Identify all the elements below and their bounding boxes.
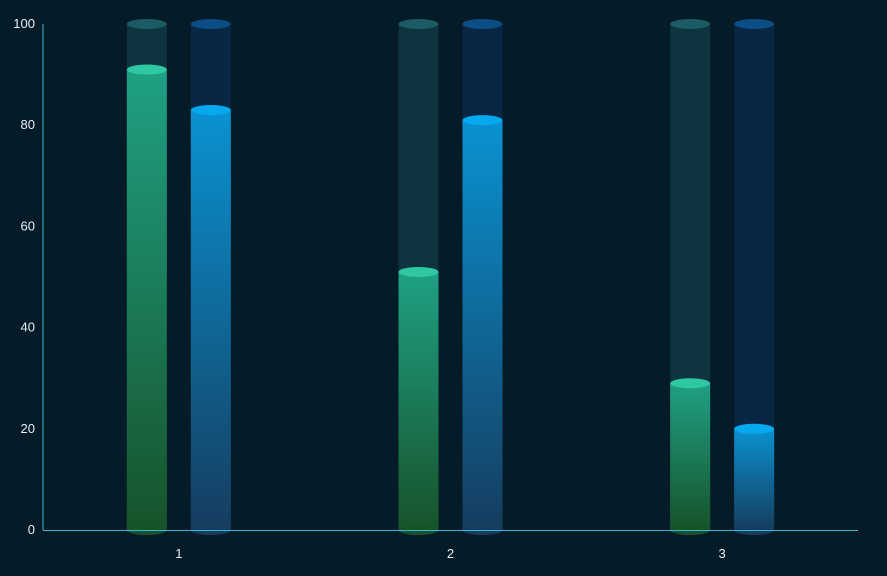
x-tick-label-2: 2	[447, 546, 454, 561]
bar-1-1[interactable]	[126, 69, 167, 530]
bar-cap-1-1	[126, 64, 167, 75]
axis-layer	[42, 24, 858, 531]
tick-label-layer: 1 2 3 0 20 40 60 80 100	[13, 16, 725, 561]
bar-cap-2-2	[462, 115, 503, 126]
track-cap-2-3	[734, 19, 775, 29]
y-tick-label-20: 20	[21, 421, 35, 436]
x-tick-label-1: 1	[175, 546, 182, 561]
bar-cap-1-2	[398, 266, 439, 277]
bar-2-2[interactable]	[462, 120, 503, 530]
bar-2-3[interactable]	[734, 428, 775, 530]
bar-cap-2-1	[190, 105, 231, 116]
bar-2-1[interactable]	[190, 110, 231, 531]
track-cap-2-1	[190, 19, 231, 29]
y-tick-label-0: 0	[28, 522, 35, 537]
x-tick-label-3: 3	[719, 546, 726, 561]
track-cap-1-1	[126, 19, 167, 29]
track-cap-1-3	[670, 19, 711, 29]
bar-cap-2-3	[734, 423, 775, 434]
y-tick-label-40: 40	[21, 320, 35, 335]
y-tick-label-100: 100	[13, 16, 35, 31]
track-cap-1-2	[398, 19, 439, 29]
bar-1-3[interactable]	[670, 383, 711, 530]
bar-layer	[126, 64, 775, 535]
bar-1-2[interactable]	[398, 271, 439, 530]
y-tick-label-60: 60	[21, 218, 35, 233]
track-cap-2-2	[462, 19, 503, 29]
bar-cap-1-3	[670, 378, 711, 389]
y-tick-label-80: 80	[21, 117, 35, 132]
